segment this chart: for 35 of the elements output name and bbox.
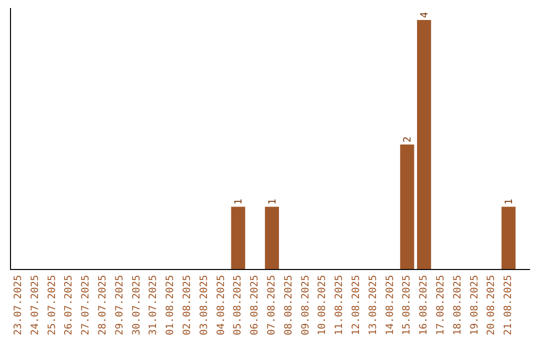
x-tick-label: 20.08.2025 bbox=[486, 275, 498, 336]
x-tick-label: 08.08.2025 bbox=[283, 275, 294, 336]
x-tick-label: 30.07.2025 bbox=[131, 275, 142, 336]
x-tick-label: 29.07.2025 bbox=[114, 275, 126, 336]
x-tick-label: 10.08.2025 bbox=[317, 275, 328, 336]
x-tick-label: 31.07.2025 bbox=[148, 275, 160, 336]
x-tick-label: 24.07.2025 bbox=[30, 275, 41, 336]
x-tick-label: 06.08.2025 bbox=[250, 275, 261, 336]
x-tick-label: 13.08.2025 bbox=[368, 275, 379, 336]
x-tick-label: 26.07.2025 bbox=[64, 275, 75, 336]
data-label: 4 bbox=[420, 12, 431, 18]
x-tick-label: 16.08.2025 bbox=[418, 275, 430, 336]
x-tick-label: 25.07.2025 bbox=[46, 275, 58, 336]
x-tick-label: 09.08.2025 bbox=[300, 275, 312, 336]
x-tick-label: 05.08.2025 bbox=[232, 275, 244, 336]
x-tick-label: 14.08.2025 bbox=[384, 275, 396, 336]
x-tick-label: 27.07.2025 bbox=[80, 275, 92, 336]
x-tick-label: 18.08.2025 bbox=[452, 275, 464, 336]
data-label: 1 bbox=[234, 198, 245, 205]
x-tick-label: 07.08.2025 bbox=[266, 275, 278, 336]
x-tick-label: 02.08.2025 bbox=[182, 275, 193, 336]
x-tick-label: 03.08.2025 bbox=[198, 275, 210, 336]
x-tick-label: 19.08.2025 bbox=[469, 275, 480, 336]
x-tick-label: 11.08.2025 bbox=[334, 275, 346, 336]
x-tick-label: 23.07.2025 bbox=[12, 275, 24, 336]
x-tick-label: 15.08.2025 bbox=[402, 275, 413, 336]
data-label: 1 bbox=[267, 198, 278, 205]
data-label: 2 bbox=[402, 136, 414, 142]
x-tick-label: 12.08.2025 bbox=[350, 275, 362, 336]
data-label: 1 bbox=[504, 198, 516, 205]
x-tick-label: 28.07.2025 bbox=[97, 275, 108, 336]
x-tick-label: 17.08.2025 bbox=[435, 275, 446, 336]
x-tick-label: 04.08.2025 bbox=[216, 275, 227, 336]
x-tick-label: 01.08.2025 bbox=[165, 275, 176, 336]
x-tick-label: 21.08.2025 bbox=[503, 275, 514, 336]
